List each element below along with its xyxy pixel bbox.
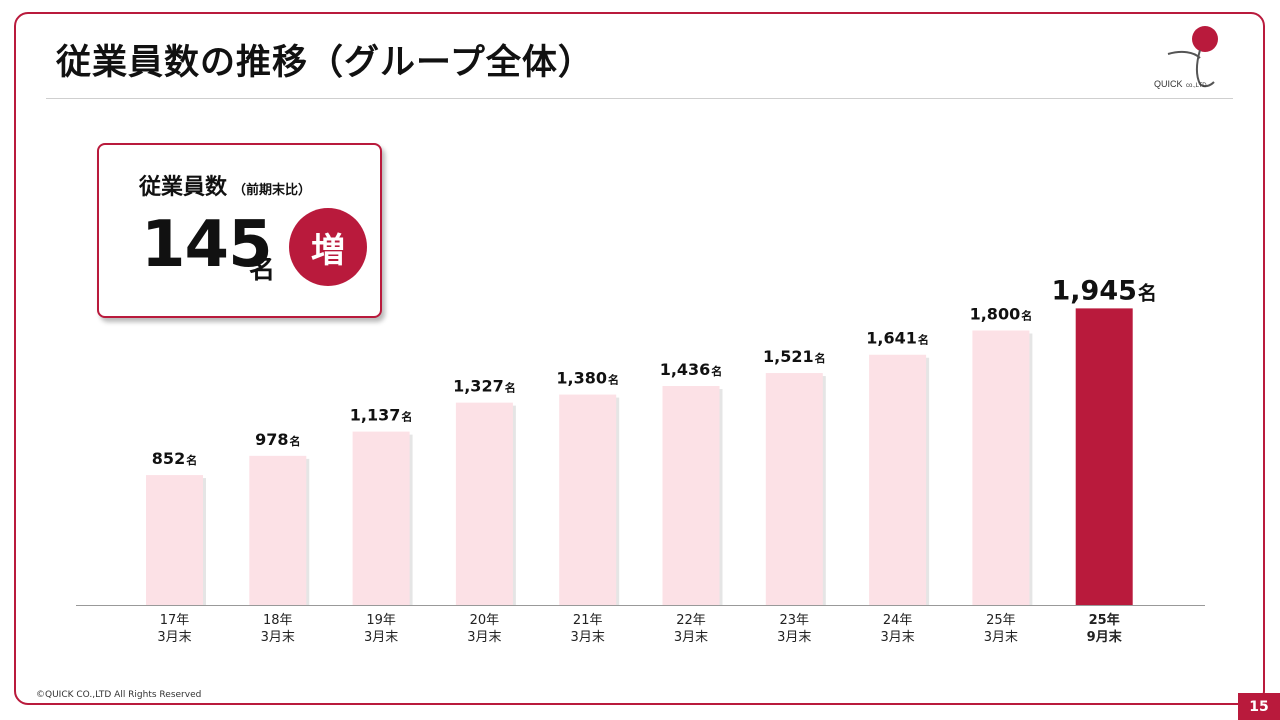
x-tick-label: 9月末	[1087, 629, 1123, 645]
summary-value: 145	[141, 208, 273, 282]
x-tick-label: 24年	[883, 613, 913, 628]
x-tick-label: 25年	[986, 613, 1016, 628]
x-tick-label: 3月末	[674, 630, 708, 645]
bar-value-number: 1,436	[660, 360, 711, 379]
bar-value-label: 1,327名	[453, 377, 516, 396]
x-tick-label: 3月末	[157, 630, 191, 645]
logo-text: QUICK	[1154, 79, 1183, 89]
bar-value-number: 1,380	[556, 369, 607, 388]
bar-value-label: 852名	[152, 449, 197, 468]
bar	[249, 455, 307, 605]
bar-value-number: 1,800	[970, 305, 1021, 324]
bar-value-number: 978	[255, 430, 288, 449]
x-tick-label: 20年	[470, 613, 500, 628]
bar-value-label: 1,945名	[1051, 275, 1156, 306]
bar	[869, 354, 927, 605]
bar-value-number: 1,945	[1051, 275, 1136, 306]
x-tick-label: 18年	[263, 613, 293, 628]
x-tick-label: 25年	[1089, 612, 1120, 628]
bar-value-number: 1,521	[763, 347, 814, 366]
bar	[972, 330, 1030, 605]
bar	[352, 431, 410, 605]
bar-value-number: 852	[152, 449, 185, 468]
title-divider	[46, 98, 1233, 99]
increase-badge: 増	[289, 208, 367, 286]
x-tick-label: 17年	[160, 613, 190, 628]
x-tick-label: 22年	[676, 613, 706, 628]
x-tick-label: 3月末	[777, 630, 811, 645]
company-logo: QUICK co.,LTD	[1150, 20, 1230, 90]
bar-value-label: 1,521名	[763, 347, 826, 366]
page-number: 15	[1238, 693, 1280, 720]
x-tick-label: 19年	[366, 613, 396, 628]
bar	[559, 394, 617, 605]
bar-value-unit: 名	[290, 434, 301, 448]
bar-value-label: 1,380名	[556, 369, 619, 388]
bar-value-unit: 名	[711, 364, 722, 378]
bar-value-number: 1,137	[350, 406, 401, 425]
x-tick-label: 21年	[573, 613, 603, 628]
bar-value-number: 1,327	[453, 377, 504, 396]
bar-value-unit: 名	[186, 453, 197, 467]
summary-unit: 名	[249, 255, 276, 285]
bar-value-label: 1,137名	[350, 406, 413, 425]
slide-frame	[14, 12, 1265, 705]
x-tick-label: 3月末	[261, 630, 295, 645]
bar-value-unit: 名	[505, 381, 516, 395]
bar-value-number: 1,641	[866, 329, 917, 348]
page-title: 従業員数の推移（グループ全体）	[56, 43, 594, 83]
copyright-footer: ©QUICK CO.,LTD All Rights Reserved	[36, 690, 202, 700]
x-tick-label: 3月末	[880, 630, 914, 645]
logo-suffix: co.,LTD	[1186, 83, 1207, 89]
bar	[146, 475, 203, 605]
x-tick-label: 3月末	[571, 630, 605, 645]
x-tick-label: 23年	[780, 613, 810, 628]
bar-value-unit: 名	[608, 373, 619, 387]
summary-label: 従業員数	[139, 175, 228, 200]
summary-label-row: 従業員数 （前期末比）	[139, 169, 311, 201]
bar	[662, 386, 720, 605]
bar-value-label: 1,641名	[866, 329, 929, 348]
bar-value-unit: 名	[1021, 309, 1032, 323]
x-tick-label: 3月末	[364, 630, 398, 645]
bar	[1075, 308, 1133, 605]
bar-value-label: 978名	[255, 430, 300, 449]
bar	[455, 402, 513, 605]
bar	[765, 373, 823, 605]
bar-value-unit: 名	[918, 333, 929, 347]
summary-sub-label: （前期末比）	[233, 183, 312, 198]
logo-mark-icon: QUICK co.,LTD	[1154, 26, 1218, 89]
summary-card: 従業員数 （前期末比） 145 名 増	[97, 143, 382, 318]
bar-value-unit: 名	[815, 351, 826, 365]
x-tick-label: 3月末	[467, 630, 501, 645]
bar-value-label: 1,436名	[660, 360, 723, 379]
bar-value-unit: 名	[1138, 281, 1157, 304]
bar-value-unit: 名	[401, 410, 412, 424]
bar-value-label: 1,800名	[970, 305, 1033, 324]
x-tick-label: 3月末	[984, 630, 1018, 645]
